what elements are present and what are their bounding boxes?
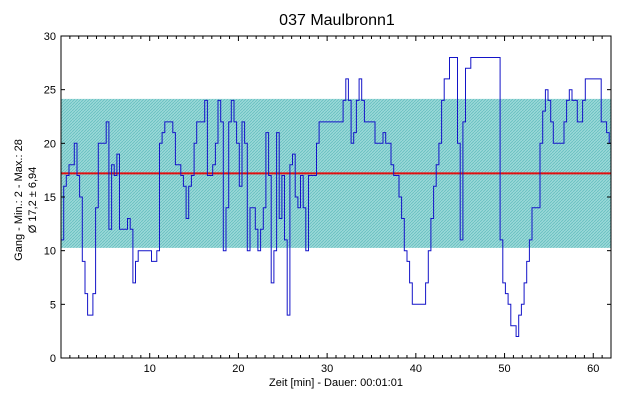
series-line xyxy=(61,57,611,337)
y-axis-label: Gang - Min.: 2 - Max.: 28 xyxy=(13,139,25,261)
y-tick-label: 25 xyxy=(44,85,56,97)
x-tick-label: 20 xyxy=(232,363,244,375)
x-tick-label: 60 xyxy=(587,363,599,375)
x-tick-label: 30 xyxy=(321,363,333,375)
x-tick-label: 10 xyxy=(144,363,156,375)
x-tick-label: 50 xyxy=(498,363,510,375)
x-axis: 10 20 30 40 50 60 xyxy=(60,36,612,375)
x-tick-label: 40 xyxy=(410,363,422,375)
chart-title: 037 Maulbronn1 xyxy=(279,12,395,29)
y-axis: 0 5 10 15 20 25 30 xyxy=(44,31,611,365)
y-axis-stats-label: Ø 17,2 ± 6,94 xyxy=(27,167,39,234)
y-tick-label: 15 xyxy=(44,192,56,204)
y-tick-label: 30 xyxy=(44,31,56,43)
y-tick-label: 5 xyxy=(50,299,56,311)
y-tick-label: 0 xyxy=(50,353,56,365)
y-tick-label: 10 xyxy=(44,246,56,258)
y-tick-label: 20 xyxy=(44,138,56,150)
x-axis-label: Zeit [min] - Dauer: 00:01:01 xyxy=(269,377,403,389)
